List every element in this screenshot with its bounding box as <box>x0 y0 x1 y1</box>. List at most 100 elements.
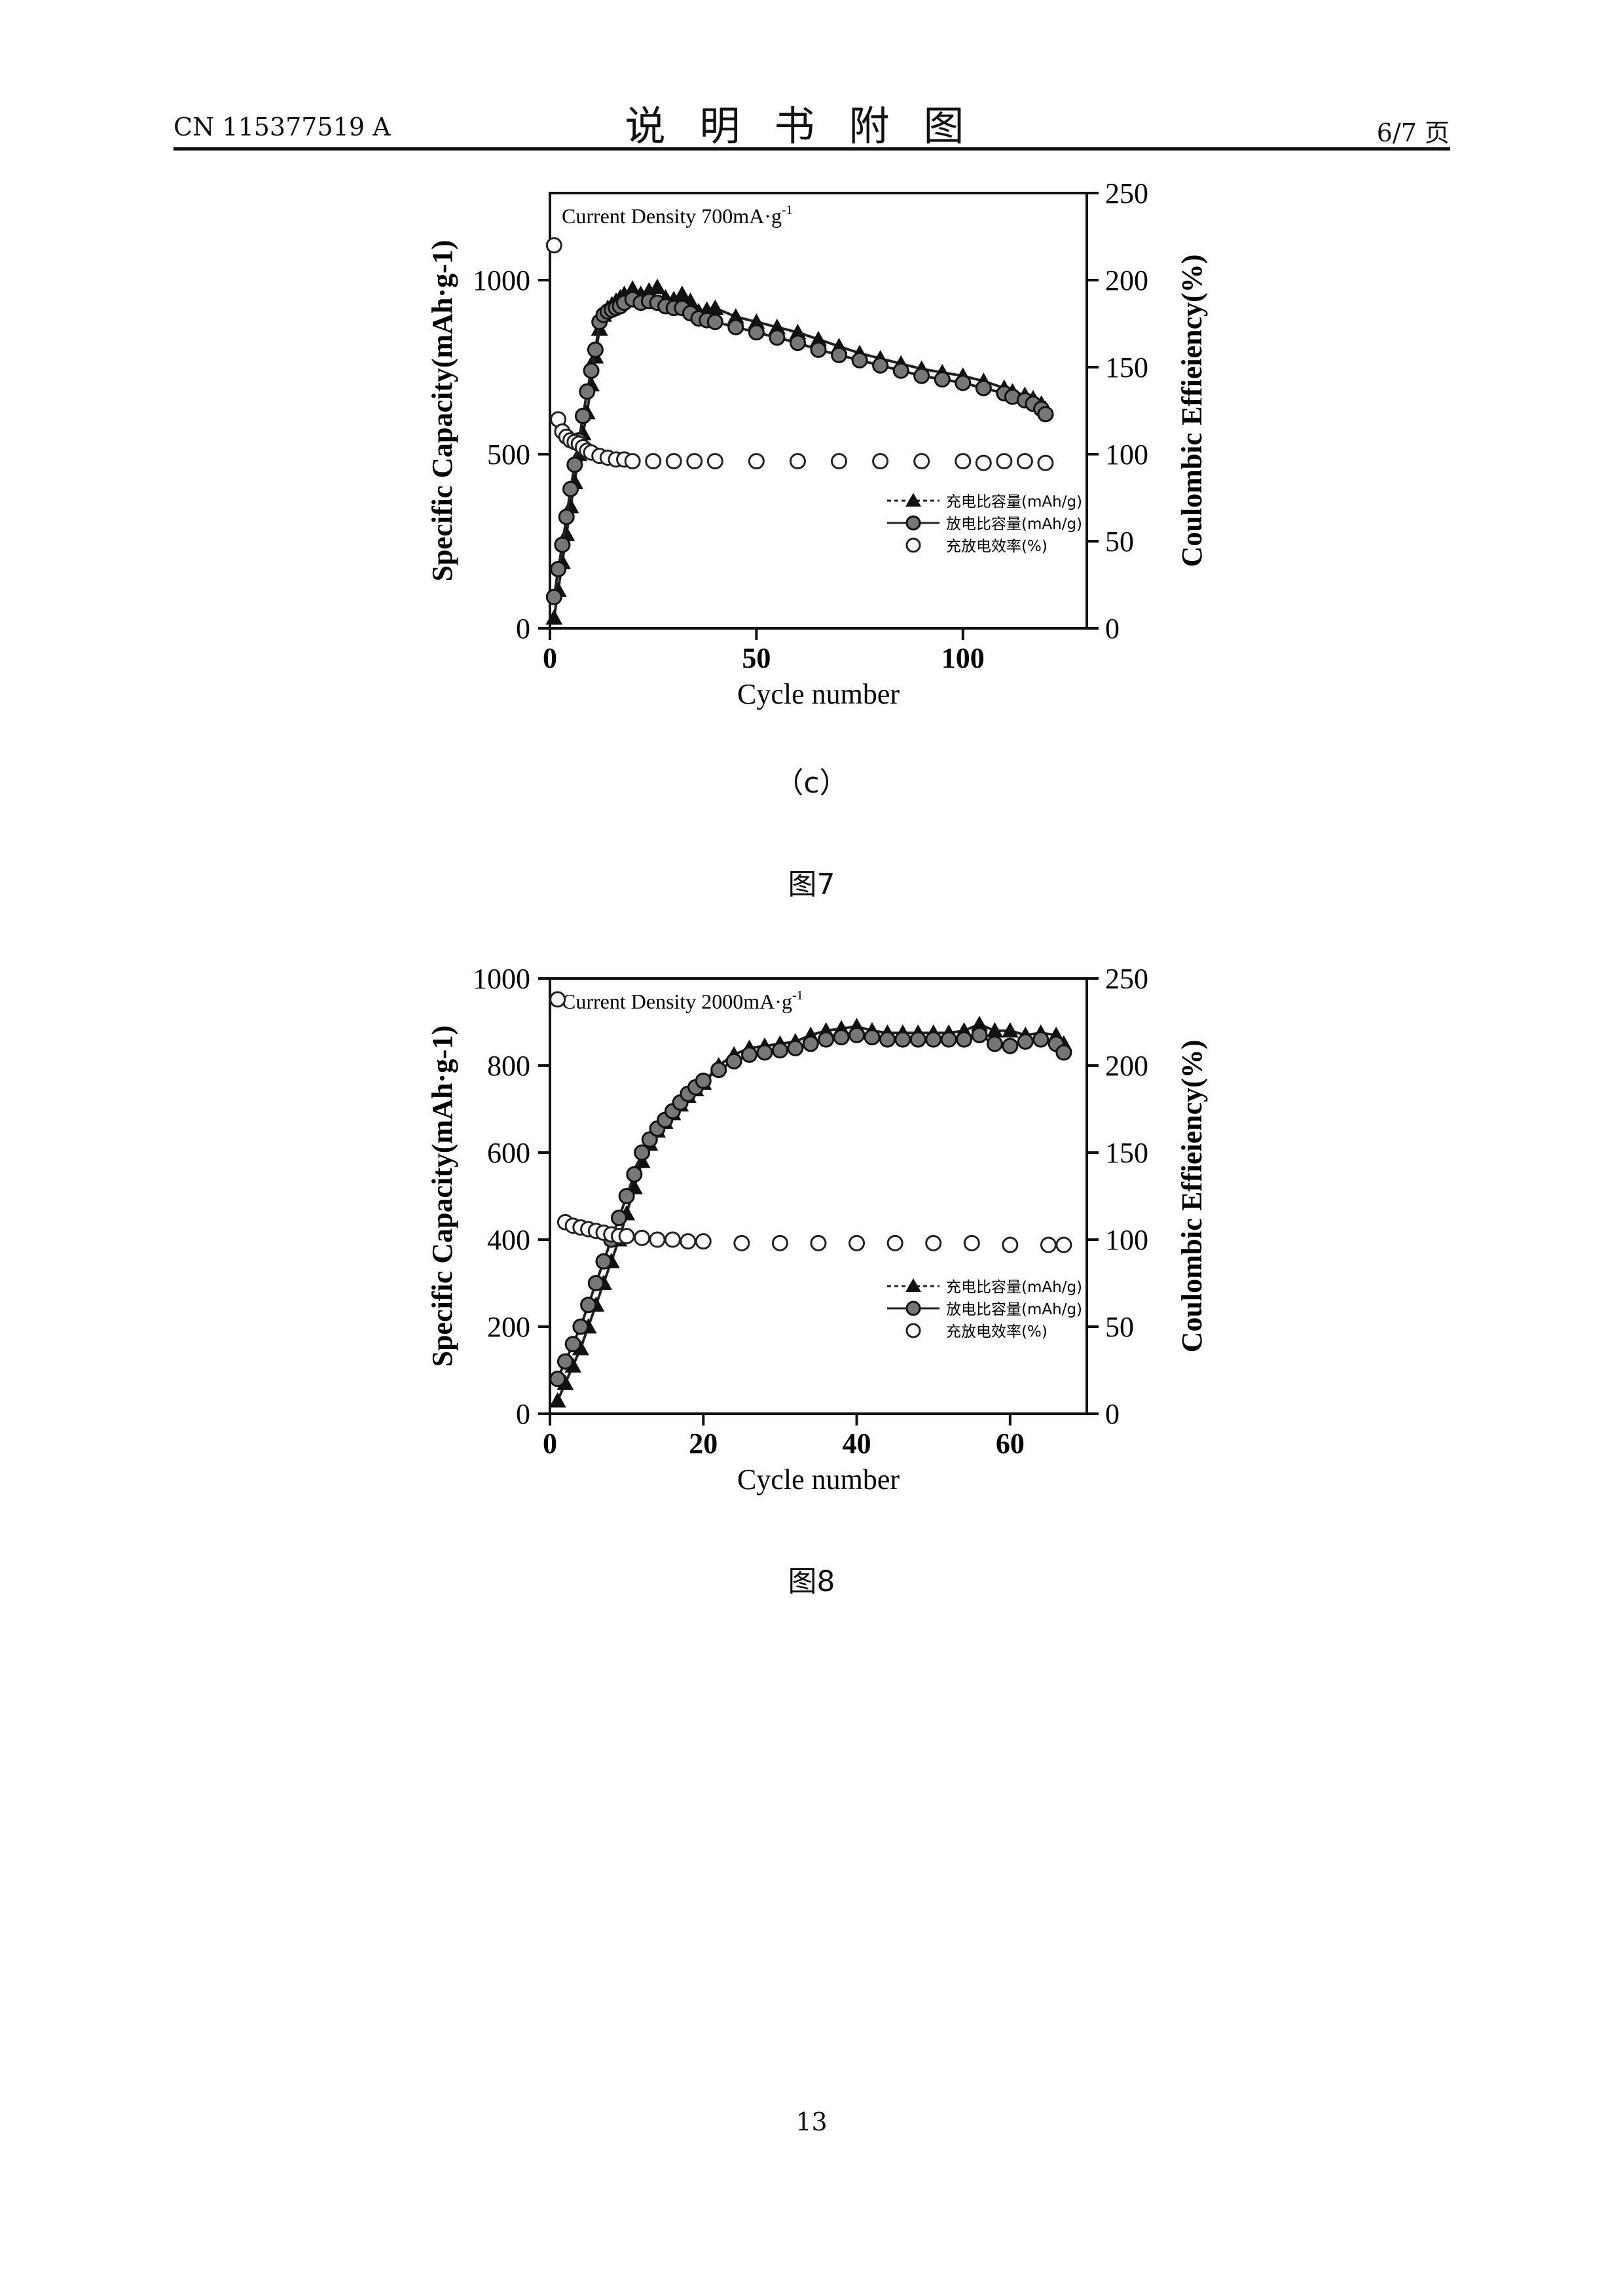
discharge-capacity-point <box>802 1035 819 1052</box>
figure-7-subcaption: （c） <box>775 766 848 800</box>
legend-discharge-marker <box>905 1300 921 1316</box>
efficiency-point <box>695 1233 712 1250</box>
discharge-capacity-point <box>940 1031 957 1048</box>
discharge-capacity-point <box>574 407 591 424</box>
discharge-capacity-point <box>558 509 575 526</box>
charge-capacity-point <box>971 1015 988 1031</box>
discharge-capacity-point <box>864 1029 881 1046</box>
x-tick-label: 60 <box>996 1427 1025 1460</box>
efficiency-point <box>545 237 562 254</box>
efficiency-point <box>634 1229 651 1246</box>
efficiency-point <box>963 1234 980 1251</box>
charge-capacity-point <box>727 308 744 324</box>
discharge-capacity-point <box>955 374 972 391</box>
legend-label-discharge: 放电比容量(mAh/g) <box>946 1301 1082 1318</box>
discharge-capacity-point <box>1017 1033 1034 1050</box>
efficiency-point <box>789 453 806 470</box>
charge-capacity-point <box>673 285 691 301</box>
charge-capacity-point <box>649 278 666 295</box>
efficiency-point <box>810 1234 827 1251</box>
efficiency-point <box>955 453 972 470</box>
y2-tick-label: 100 <box>1105 1224 1148 1256</box>
legend-label-discharge: 放电比容量(mAh/g) <box>946 516 1082 533</box>
discharge-capacity-point <box>769 329 786 346</box>
discharge-capacity-point <box>748 324 765 341</box>
efficiency-point <box>848 1234 866 1251</box>
discharge-capacity-point <box>549 1371 566 1388</box>
discharge-capacity-point <box>771 1042 788 1059</box>
y-axis-label: Specific Capacity(mAh·g-1) <box>426 240 458 582</box>
chart-figure-7c: 0 500 1000 0 50 100 150 200 250 0 50 100 Cycle numbe… <box>426 177 1208 710</box>
efficiency-point <box>831 453 848 470</box>
x-tick-label: 0 <box>543 642 557 674</box>
y2-tick-label: 0 <box>1105 1398 1120 1430</box>
discharge-capacity-point <box>833 1029 850 1046</box>
legend-charge-marker <box>905 493 921 507</box>
efficiency-point <box>706 453 723 470</box>
discharge-capacity-point <box>710 1062 727 1079</box>
efficiency-point <box>1002 1236 1019 1253</box>
y-tick-label: 0 <box>516 613 530 645</box>
efficiency-point <box>1016 453 1033 470</box>
discharge-capacity-point <box>909 1031 926 1048</box>
y2-tick-label: 250 <box>1105 177 1148 209</box>
discharge-capacity-point <box>894 1031 911 1048</box>
discharge-capacity-point <box>583 362 600 379</box>
discharge-capacity-point <box>851 351 868 368</box>
efficiency-point <box>872 453 889 470</box>
efficiency-point <box>649 1231 666 1248</box>
x-tick-label: 50 <box>742 642 771 674</box>
discharge-capacity-point <box>925 1031 942 1048</box>
efficiency-point <box>624 453 641 470</box>
discharge-capacity-point <box>741 1046 758 1063</box>
discharge-capacity-point <box>587 341 604 358</box>
y-tick-label: 0 <box>516 1398 530 1430</box>
x-tick-label: 20 <box>689 1427 718 1460</box>
x-tick-label: 0 <box>543 1427 557 1460</box>
page-number: 13 <box>795 2108 828 2136</box>
discharge-capacity-point <box>641 1131 658 1148</box>
discharge-capacity-point <box>956 1031 973 1048</box>
y-axis-label: Specific Capacity(mAh·g-1) <box>426 1026 458 1367</box>
legend-charge-marker <box>905 1278 921 1292</box>
discharge-capacity-point <box>913 367 930 384</box>
discharge-capacity-point <box>587 1275 604 1291</box>
y2-tick-label: 200 <box>1105 264 1148 296</box>
charge-capacity-point <box>1001 1022 1019 1038</box>
efficiency-point <box>733 1234 750 1251</box>
discharge-capacity-point <box>879 1031 896 1048</box>
discharge-capacity-point <box>566 456 583 473</box>
efficiency-point <box>1037 454 1054 471</box>
charge-capacity-point <box>545 609 563 625</box>
y-tick-label: 600 <box>487 1137 530 1169</box>
discharge-capacity-point <box>727 319 744 336</box>
efficiency-point <box>1055 1236 1072 1253</box>
discharge-capacity-point <box>556 1353 574 1370</box>
y2-tick-label: 0 <box>1105 613 1120 645</box>
plot-frame <box>549 977 1088 1415</box>
discharge-capacity-point <box>934 371 951 388</box>
series-line-0 <box>556 1022 1065 1401</box>
discharge-capacity-point <box>579 383 596 400</box>
chart-figure-8: 0 200 400 600 800 1000 0 50 100 150 200 250 0 20 40 60 C… <box>426 963 1208 1496</box>
discharge-capacity-point <box>572 1318 589 1335</box>
discharge-capacity-point <box>545 588 562 605</box>
discharge-capacity-point <box>756 1044 773 1061</box>
efficiency-point <box>664 1231 681 1248</box>
discharge-capacity-point <box>975 380 992 397</box>
discharge-capacity-point <box>971 1026 988 1043</box>
discharge-capacity-point <box>706 314 723 331</box>
legend-label-charge: 充电比容量(mAh/g) <box>946 1279 1082 1296</box>
discharge-capacity-point <box>610 1210 627 1227</box>
y-tick-label: 800 <box>487 1050 530 1082</box>
discharge-capacity-point <box>634 1144 651 1161</box>
legend-label-charge: 充电比容量(mAh/g) <box>946 493 1082 511</box>
x-tick-label: 40 <box>843 1427 871 1460</box>
efficiency-point <box>680 1233 697 1250</box>
y-tick-label: 500 <box>487 439 530 471</box>
legend-label-efficiency: 充放电效率(%) <box>946 1323 1048 1340</box>
annotation-superscript: -1 <box>792 988 803 1003</box>
discharge-capacity-point <box>789 334 806 351</box>
discharge-capacity-point <box>595 1253 612 1270</box>
current-density-annotation: Current Density 2000mA·g-1 <box>562 988 803 1013</box>
